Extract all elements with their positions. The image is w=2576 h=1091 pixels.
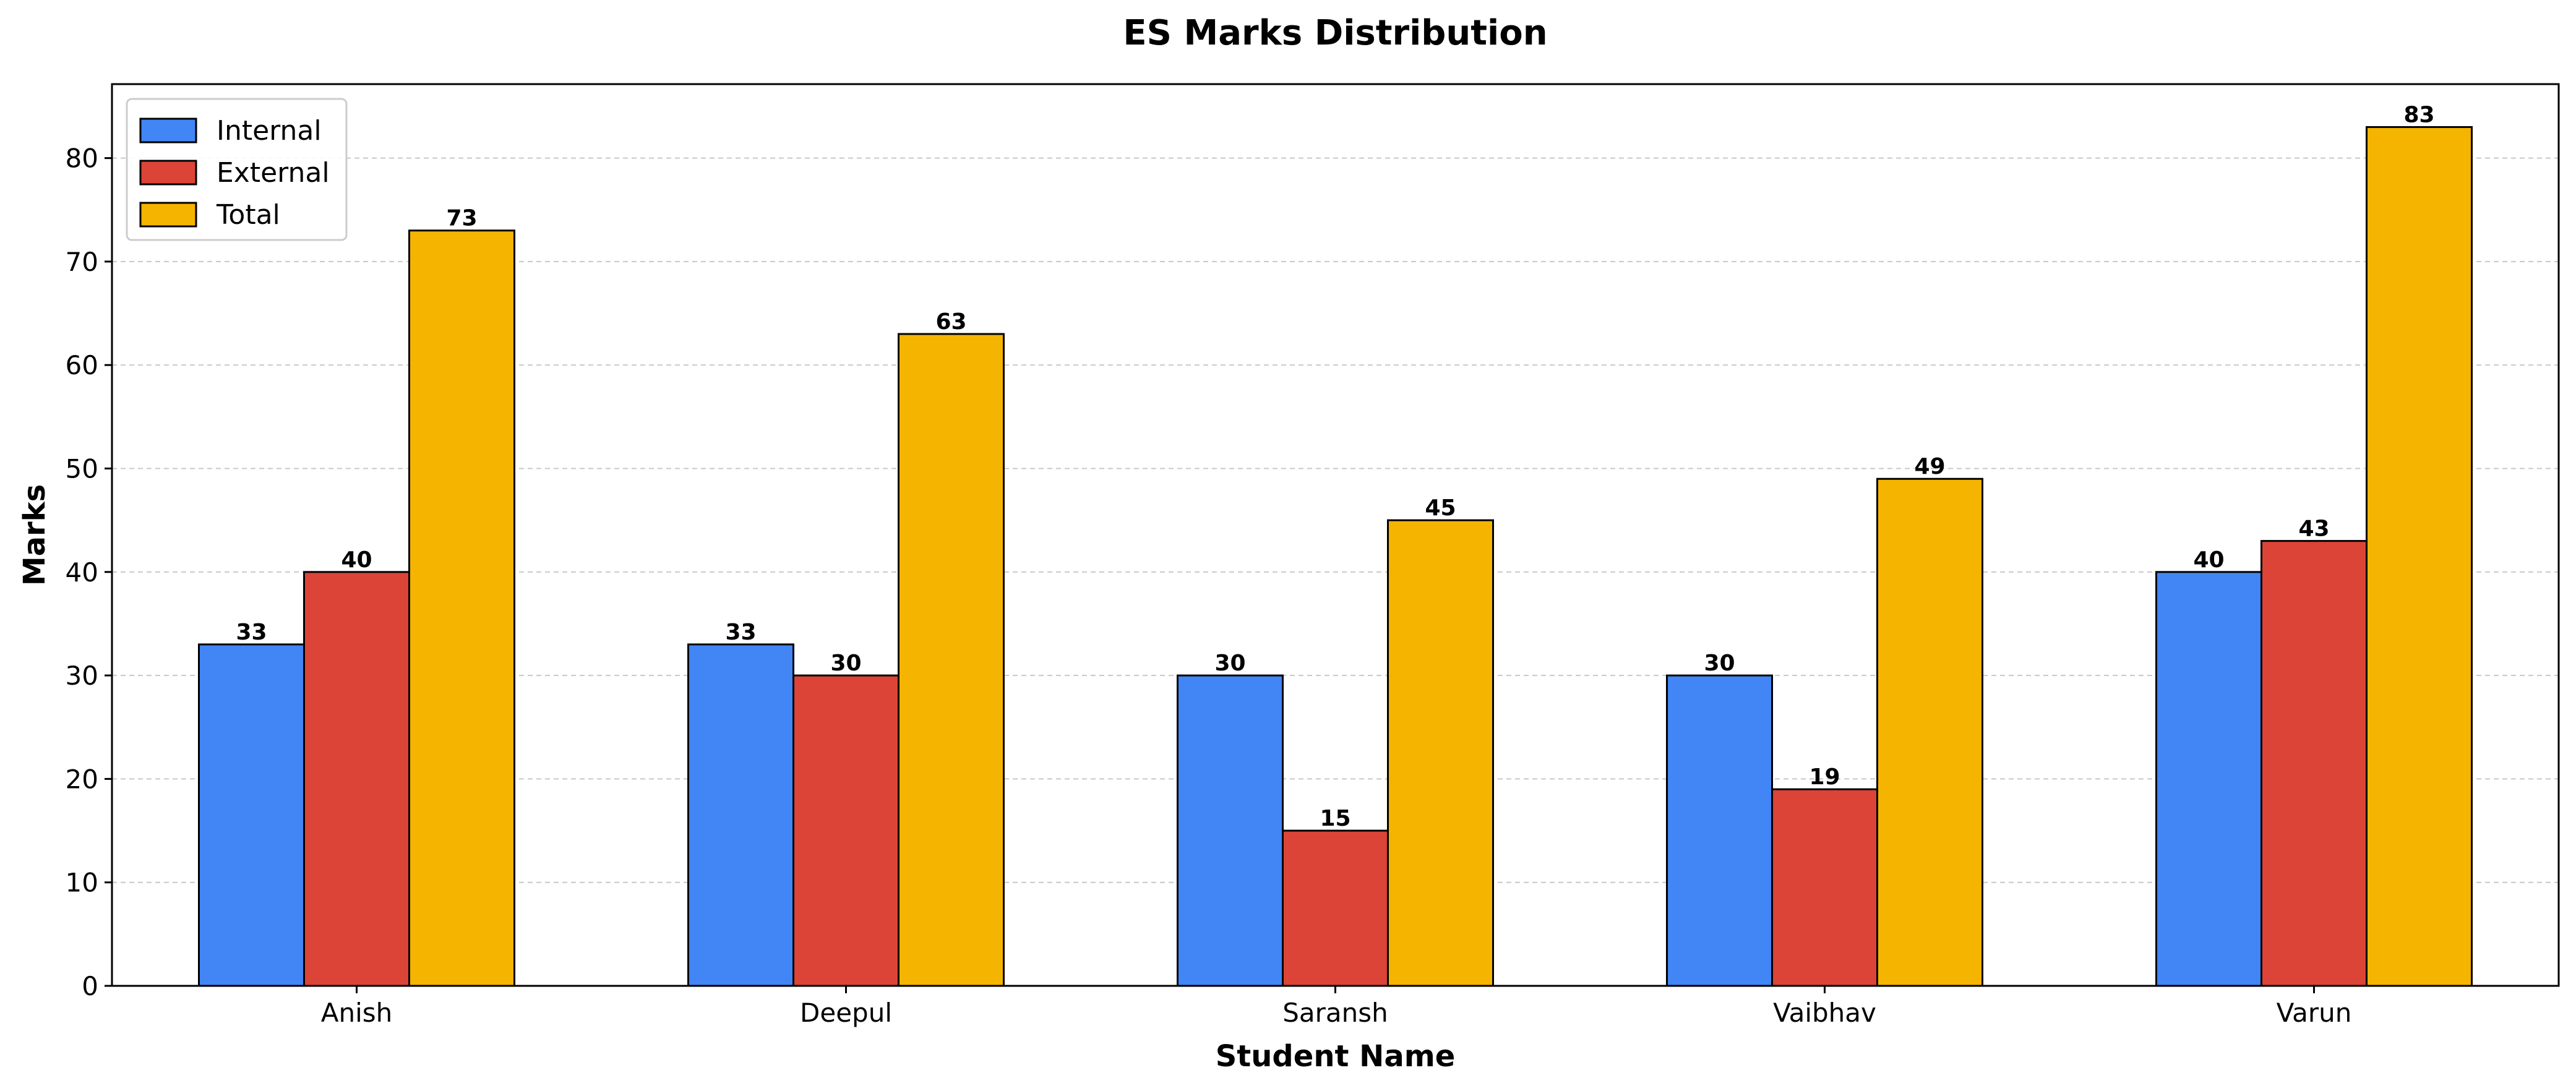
x-tick-label: Saransh bbox=[1282, 998, 1388, 1028]
bar-value-label: 63 bbox=[935, 309, 966, 335]
bar-external-vaibhav bbox=[1771, 788, 1878, 987]
y-tick-label: 40 bbox=[66, 557, 98, 588]
bars bbox=[198, 126, 2473, 987]
bar-value-label: 33 bbox=[725, 620, 756, 645]
bar-external-saransh bbox=[1282, 829, 1389, 987]
bar-value-label: 40 bbox=[341, 547, 372, 573]
bar-external-varun bbox=[2260, 540, 2368, 987]
legend-swatch-internal bbox=[139, 118, 197, 143]
y-axis-ticks: 0 10 20 30 40 50 60 70 80 bbox=[66, 143, 112, 1001]
x-axis-ticks: Anish Deepul Saransh Vaibhav Varun bbox=[321, 986, 2352, 1028]
bar-external-anish bbox=[303, 571, 410, 987]
y-axis-title: Marks bbox=[17, 484, 52, 586]
bar-value-label: 83 bbox=[2403, 102, 2434, 127]
x-tick-label: Anish bbox=[321, 998, 393, 1028]
bar-internal-saransh bbox=[1177, 674, 1284, 987]
bar-value-label: 73 bbox=[446, 206, 477, 231]
legend-label-external: External bbox=[217, 157, 330, 189]
bar-internal-anish bbox=[198, 643, 305, 987]
bar-internal-vaibhav bbox=[1666, 674, 1773, 987]
y-tick-label: 20 bbox=[66, 764, 98, 794]
bar-total-varun bbox=[2366, 126, 2473, 987]
legend-swatch-total bbox=[139, 202, 197, 228]
y-tick-label: 0 bbox=[82, 971, 98, 1001]
bar-value-label: 33 bbox=[236, 620, 267, 645]
bar-total-saransh bbox=[1387, 519, 1494, 987]
x-tick-label: Vaibhav bbox=[1773, 998, 1876, 1028]
y-tick-label: 30 bbox=[66, 661, 98, 691]
bar-value-labels: 33 40 73 33 30 63 30 15 45 30 19 49 40 43 83 bbox=[236, 102, 2434, 831]
bar-value-label: 30 bbox=[1704, 651, 1735, 676]
legend-swatch-external bbox=[139, 160, 197, 186]
bar-total-anish bbox=[408, 229, 515, 987]
y-tick-label: 10 bbox=[66, 868, 98, 898]
y-tick-label: 80 bbox=[66, 143, 98, 174]
legend-label-internal: Internal bbox=[217, 115, 322, 147]
bar-value-label: 43 bbox=[2298, 516, 2329, 542]
bar-value-label: 19 bbox=[1809, 764, 1840, 790]
y-tick-label: 70 bbox=[66, 247, 98, 277]
bar-value-label: 40 bbox=[2193, 547, 2224, 573]
legend-label-total: Total bbox=[216, 199, 280, 231]
chart-title: ES Marks Distribution bbox=[1123, 13, 1547, 53]
bar-value-label: 45 bbox=[1425, 495, 1456, 521]
y-tick-label: 60 bbox=[66, 350, 98, 380]
grid-lines bbox=[112, 157, 2559, 883]
bar-internal-deepul bbox=[687, 643, 794, 987]
bar-total-vaibhav bbox=[1876, 477, 1983, 987]
bar-internal-varun bbox=[2155, 571, 2262, 987]
bar-value-label: 30 bbox=[1214, 651, 1245, 676]
legend: Internal External Total bbox=[126, 98, 348, 241]
bar-value-label: 49 bbox=[1914, 454, 1945, 479]
y-tick-label: 50 bbox=[66, 454, 98, 484]
bar-value-label: 15 bbox=[1320, 806, 1350, 831]
x-tick-label: Deepul bbox=[800, 998, 892, 1028]
x-tick-label: Varun bbox=[2277, 998, 2352, 1028]
x-axis-title: Student Name bbox=[1216, 1039, 1456, 1074]
bar-external-deepul bbox=[792, 674, 899, 987]
bar-value-label: 30 bbox=[830, 651, 861, 676]
bar-total-deepul bbox=[898, 333, 1005, 987]
